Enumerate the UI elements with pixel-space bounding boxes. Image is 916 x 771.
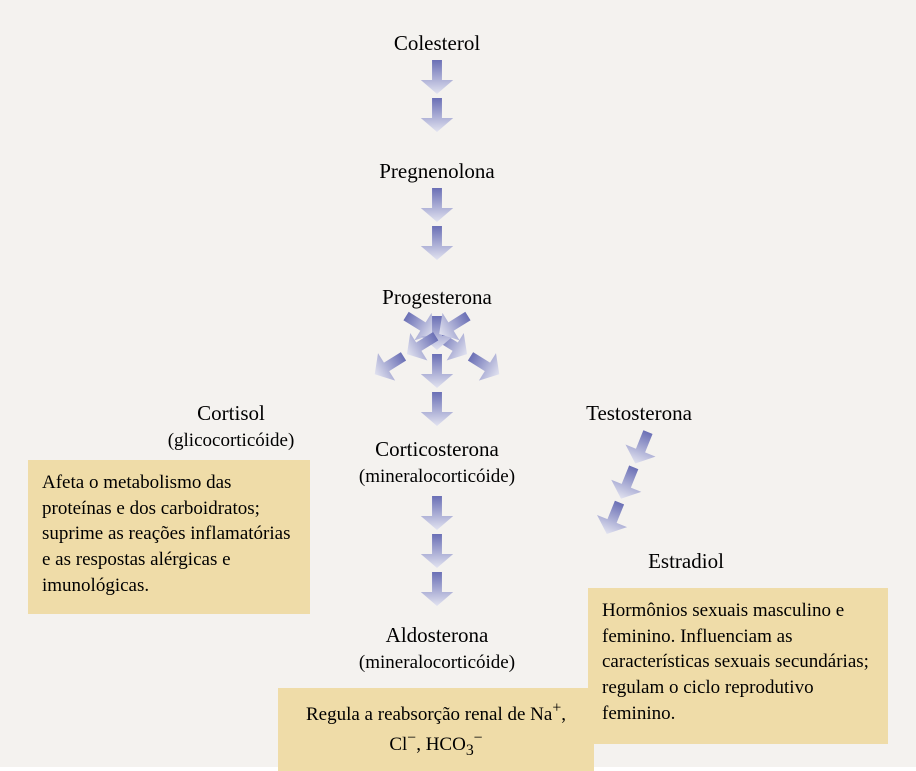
node-label: Corticosterona (375, 437, 499, 461)
node-estradiol: Estradiol (648, 548, 724, 574)
node-sublabel: (mineralocorticóide) (359, 652, 515, 673)
node-label: Testosterona (586, 401, 692, 425)
arrow-icon (419, 496, 455, 610)
node-label: Aldosterona (386, 623, 489, 647)
node-sublabel: (glicocorticóide) (168, 430, 295, 451)
node-cortisol: Cortisol (glicocorticóide) (168, 400, 295, 453)
node-aldosterona: Aldosterona (mineralocorticóide) (359, 622, 515, 675)
box-cortisol: Afeta o metabolismo das proteínas e dos … (28, 460, 310, 614)
node-label: Pregnenolona (379, 159, 494, 183)
box-text: Afeta o metabolismo das proteínas e dos … (42, 472, 290, 596)
node-testosterona: Testosterona (586, 400, 692, 426)
box-sex-hormones: Hormônios sexuais masculino e feminino. … (588, 588, 888, 744)
box-aldosterona: Regula a reabsorção renal de Na+, Cl−, H… (278, 688, 594, 771)
node-label: Cortisol (197, 401, 265, 425)
node-label: Estradiol (648, 549, 724, 573)
node-corticosterona: Corticosterona (mineralocorticóide) (359, 436, 515, 489)
node-sublabel: (mineralocorticóide) (359, 466, 515, 487)
node-colesterol: Colesterol (394, 30, 480, 56)
arrow-icon (419, 60, 455, 136)
node-label: Progesterona (382, 285, 492, 309)
node-progesterona: Progesterona (382, 284, 492, 310)
box-text: Hormônios sexuais masculino e feminino. … (602, 600, 869, 724)
node-pregnenolona: Pregnenolona (379, 158, 494, 184)
box-text: Regula a reabsorção renal de Na+, Cl−, H… (306, 704, 566, 755)
node-label: Colesterol (394, 31, 480, 55)
arrow-icon (419, 188, 455, 264)
